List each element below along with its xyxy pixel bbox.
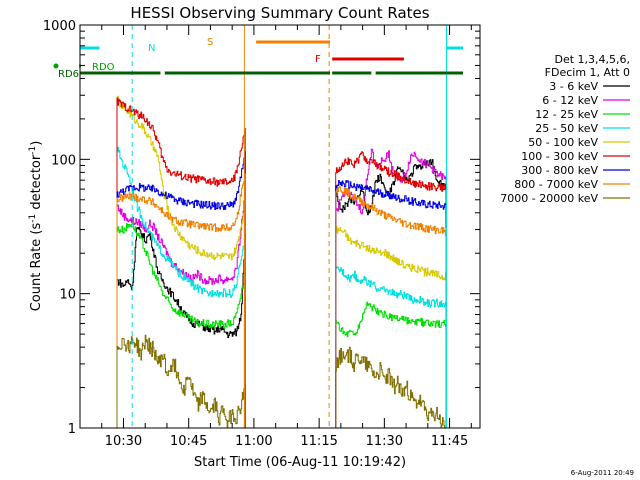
axes-ticks: 1 10 100 1000 10:30 10:45 11:00 11:15 11:30 11:45 [43, 19, 480, 449]
x-axis-label: Start Time (06-Aug-11 10:19:42) [194, 455, 406, 470]
legend-label-2: 6 - 12 keV [542, 94, 598, 107]
x-tick-label-5: 11:30 [366, 434, 403, 449]
legend-label-1: 3 - 6 keV [549, 80, 598, 93]
series-line-6-segment-1 [116, 97, 246, 428]
flag-label-rdo: RDO [92, 62, 115, 73]
x-tick-label-6: 11:45 [431, 434, 468, 449]
series-line-5-segment-1 [116, 95, 246, 428]
flag-marker-rdo [53, 63, 59, 69]
y-tick-label-2: 10 [59, 288, 76, 303]
y-tick-label-4: 1000 [43, 19, 76, 34]
y-axis-label: Count Rate (s-1 detector-1) [28, 141, 44, 312]
series-line-8-segment-2 [335, 186, 447, 428]
series-layer [116, 95, 447, 429]
x-tick-label-3: 11:00 [235, 434, 272, 449]
series-line-9-segment-2 [335, 346, 447, 429]
legend-label-4: 25 - 50 keV [535, 122, 598, 135]
legend-label-7: 300 - 800 keV [521, 164, 598, 177]
legend-label-6: 100 - 300 keV [521, 150, 598, 163]
legend-label-5: 50 - 100 keV [528, 136, 598, 149]
chart-title: HESSI Observing Summary Count Rates [130, 4, 429, 22]
series-line-3-segment-2 [335, 301, 447, 428]
legend-label-3: 12 - 25 keV [535, 108, 598, 121]
x-tick-label-4: 11:15 [300, 434, 337, 449]
plot-frame [79, 24, 481, 429]
series-line-8-segment-1 [116, 173, 246, 428]
series-line-7-segment-2 [335, 180, 447, 428]
series-line-4-segment-1 [116, 146, 246, 428]
series-line-4-segment-2 [335, 266, 447, 428]
footer-date: 6-Aug-2011 20:49 [571, 469, 634, 477]
y-tick-label-3: 100 [51, 153, 76, 168]
flag-label-night: N [148, 43, 155, 54]
flag-label-flare: F [315, 54, 321, 65]
flag-label-rd6: RD6 [58, 69, 79, 80]
legend-header-line-2: FDecim 1, Att 0 [545, 66, 630, 79]
x-tick-label-2: 10:45 [170, 434, 207, 449]
series-line-1-segment-1 [116, 227, 246, 428]
legend-label-8: 800 - 7000 keV [514, 178, 598, 191]
legend: Det 1,3,4,5,6, FDecim 1, Att 0 3 - 6 keV… [500, 53, 630, 205]
flag-bars: N S F RDO RD6 [53, 37, 463, 80]
flag-label-saa: S [207, 37, 213, 48]
series-line-5-segment-2 [335, 226, 447, 428]
legend-header-line-1: Det 1,3,4,5,6, [554, 53, 630, 66]
x-tick-label-1: 10:30 [105, 434, 142, 449]
series-line-7-segment-1 [116, 151, 246, 428]
y-tick-label-1: 1 [68, 422, 76, 437]
series-line-3-segment-1 [116, 220, 246, 428]
series-line-6-segment-2 [335, 151, 447, 428]
series-line-9-segment-1 [116, 334, 246, 429]
legend-label-9: 7000 - 20000 keV [500, 192, 598, 205]
